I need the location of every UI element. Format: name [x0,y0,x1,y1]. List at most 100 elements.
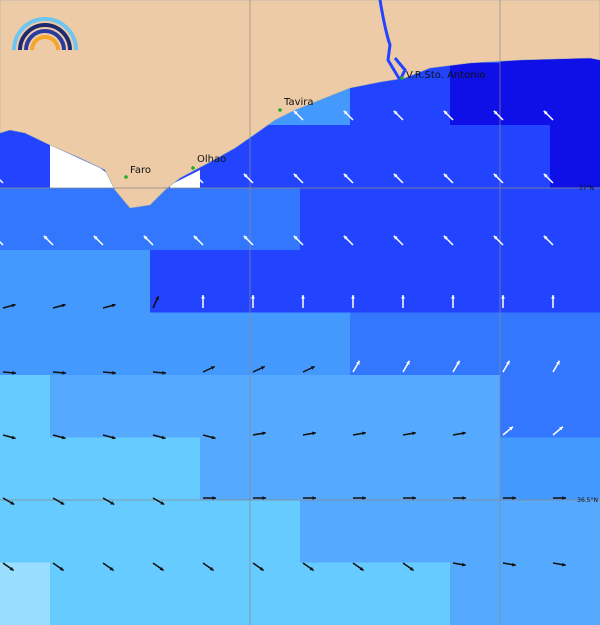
arrow [501,295,505,308]
arrow-head [11,435,16,440]
arrow [102,370,117,375]
arrow-head [111,435,116,440]
arrow-head [201,295,205,299]
arrow [443,110,454,121]
place-label: V.R.Sto. Antonio [406,70,486,81]
arrow [402,360,411,373]
arrow [293,110,304,121]
arrow-head [210,366,215,370]
arrow [252,365,266,373]
arrow-head [506,360,510,365]
ocean-cell [450,250,500,313]
ocean-cell [450,312,500,376]
arrow-head [143,235,148,240]
ocean-cell [250,187,300,251]
ocean-cell [550,250,600,313]
arrow [293,173,304,184]
ocean-cell [400,500,450,563]
ocean-cell [200,375,250,438]
ocean-cell [100,375,150,438]
ocean-cell [350,250,400,313]
arrow [293,235,304,246]
ocean-cell [0,500,50,563]
place-label: Tavira [283,97,314,108]
arrow [52,370,67,375]
arrow-head [356,360,360,365]
ocean-cell [500,187,550,251]
ocean-cell [100,562,150,625]
ocean-cell [50,375,100,438]
arrow-head [243,173,248,178]
arrow-head [562,496,566,500]
arrow [452,360,461,373]
arrow-head [562,562,566,567]
place-label: Faro [130,165,151,176]
land [0,0,600,209]
arrow-head [9,566,14,571]
ocean-cell [250,312,300,376]
arrow [502,360,511,373]
arrow [543,173,554,184]
ocean-cell [500,375,550,438]
arrow [302,365,316,373]
ocean-cell [100,250,150,313]
arrow [552,562,566,567]
no-data-area [170,170,200,188]
arrow-head [193,235,198,240]
ocean-cell [300,437,350,501]
arrow-head [443,173,448,178]
arrow [343,173,354,184]
arrow [401,295,405,308]
arrow [252,562,265,572]
arrow-head [11,303,16,308]
ocean-cell [400,375,450,438]
arrow [252,431,266,436]
arrow-head [209,566,214,571]
arrow-head [112,370,116,375]
arrow [351,295,355,308]
arrow-head [351,295,355,299]
ocean-cell [50,437,100,501]
arrow-head [310,366,315,370]
ocean-cell [50,500,100,563]
arrow-head [509,426,513,431]
arrow-head [159,566,164,571]
arrow [493,235,504,246]
ocean-cell [50,187,100,251]
arrow-head [456,360,460,365]
arrow [202,365,216,373]
arrow [202,434,216,440]
arrow-head [493,235,498,240]
arrow [2,303,16,309]
ocean-cell [50,312,100,376]
ocean-cell [250,125,300,188]
arrow [52,434,66,440]
arrow [452,431,466,436]
ocean-cell [450,437,500,501]
arrow-shaft [0,240,4,246]
ocean-cell [500,500,550,563]
arrow [52,497,65,506]
arrow [552,426,564,436]
ocean-cell [250,375,300,438]
ocean-cell [400,125,450,188]
ocean-cell [550,187,600,251]
ocean-cell [350,312,400,376]
arrow [52,562,65,572]
arrow [193,173,204,184]
arrow-head [110,501,115,505]
arrow [152,434,166,440]
ocean-cell [150,187,200,251]
arrow-head [312,496,316,500]
arrow-head [262,496,266,500]
arrow-head [43,235,48,240]
arrow [152,370,167,375]
arrow-head [155,296,159,301]
arrow-head [451,295,455,299]
arrow [303,496,316,500]
arrow-head [260,366,265,370]
arrow [43,235,54,246]
arrow-head [393,173,398,178]
arrow-head [362,496,366,500]
